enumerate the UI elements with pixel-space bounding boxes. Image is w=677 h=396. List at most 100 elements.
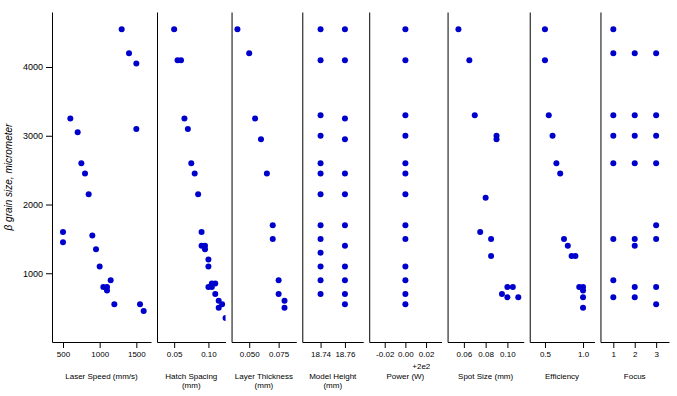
point [60, 239, 66, 245]
x-tick: 0.02 [419, 342, 435, 359]
x-axis: 18.7418.76 [303, 342, 364, 359]
y-tick-mark [46, 67, 52, 68]
point [515, 294, 521, 300]
y-tick: 4000 [23, 62, 52, 72]
point [542, 57, 548, 63]
point [205, 257, 211, 263]
panel: 0.050.10Hatch Spacing(mm) [158, 13, 229, 391]
point [181, 116, 187, 122]
point [402, 112, 408, 118]
x-tick: 0.050 [240, 342, 261, 359]
point [653, 133, 659, 139]
point [546, 112, 552, 118]
x-axis-line [303, 342, 364, 343]
point [276, 291, 282, 297]
point [653, 112, 659, 118]
y-axis-line [302, 13, 303, 343]
point [402, 301, 408, 307]
y-axis-line [448, 13, 449, 343]
point [126, 50, 132, 56]
point [318, 222, 324, 228]
point [610, 26, 616, 32]
x-axis-title: Spot Size (mm) [458, 372, 513, 381]
panel: 0.51.0Efficiency [530, 13, 595, 382]
point [402, 171, 408, 177]
point [234, 26, 240, 32]
y-tick-label: 4000 [23, 62, 43, 72]
point [632, 294, 638, 300]
x-tick-label: 500 [57, 350, 71, 359]
point [494, 136, 500, 142]
points [402, 26, 408, 307]
point [504, 284, 510, 290]
y-tick: 3000 [23, 131, 52, 141]
point [402, 133, 408, 139]
point [318, 112, 324, 118]
x-tick: 18.76 [335, 342, 356, 359]
point [195, 191, 201, 197]
x-tick-mark [345, 342, 346, 348]
point [270, 222, 276, 228]
x-tick-label: 0.075 [269, 350, 290, 359]
point [89, 232, 95, 238]
panel: 123Focus [601, 13, 670, 382]
point [342, 301, 348, 307]
y-axis: 1000 2000 3000 4000 [23, 13, 53, 343]
x-tick-label: 1500 [128, 350, 146, 359]
point [67, 116, 73, 122]
x-tick-mark [279, 342, 280, 348]
x-tick-mark [613, 342, 614, 348]
point [86, 191, 92, 197]
point [610, 133, 616, 139]
point [342, 26, 348, 32]
point [342, 277, 348, 283]
points [318, 26, 348, 307]
x-tick-mark [507, 342, 508, 348]
x-tick: 3 [654, 342, 659, 359]
point [477, 229, 483, 235]
x-tick-label: 0.5 [540, 350, 552, 359]
x-tick-mark [249, 342, 250, 348]
point [258, 136, 264, 142]
y-axis [448, 13, 449, 343]
y-tick: 1000 [23, 269, 52, 279]
point [342, 136, 348, 142]
x-tick-mark [545, 342, 546, 348]
x-tick-mark [174, 342, 175, 348]
point [133, 61, 139, 67]
point [133, 126, 139, 132]
point [402, 160, 408, 166]
point [342, 116, 348, 122]
annotation: +2e2 [412, 362, 431, 371]
x-tick-label: 2 [633, 350, 638, 359]
point [119, 26, 125, 32]
point [318, 263, 324, 269]
x-axis-title: Model Height(mm) [309, 372, 357, 390]
point [246, 50, 252, 56]
point [553, 160, 559, 166]
x-tick: 500 [57, 342, 71, 359]
point [610, 50, 616, 56]
point [82, 171, 88, 177]
x-tick-mark [321, 342, 322, 348]
x-tick-label: 0.10 [201, 350, 217, 359]
point [318, 171, 324, 177]
x-axis-title: Laser Speed (mm/s) [65, 372, 138, 381]
x-tick-mark [486, 342, 487, 348]
point [472, 112, 478, 118]
x-tick-label: 1 [612, 350, 617, 359]
point [342, 291, 348, 297]
y-tick-label: 2000 [23, 200, 43, 210]
x-tick: -0.02 [376, 342, 395, 359]
x-axis: -0.020.000.02 [370, 342, 442, 359]
y-axis-line [600, 13, 601, 343]
x-tick-label: 0.06 [457, 350, 473, 359]
point [565, 243, 571, 249]
point [580, 305, 586, 311]
point [488, 236, 494, 242]
point [104, 287, 110, 293]
point [510, 284, 516, 290]
y-axis [232, 13, 233, 343]
point [97, 263, 103, 269]
point [111, 301, 117, 307]
